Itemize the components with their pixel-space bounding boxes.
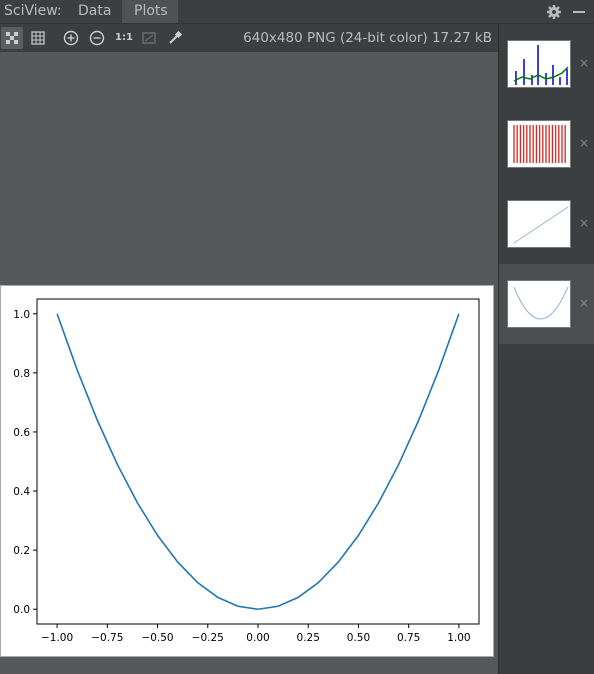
checkerboard-button[interactable] (1, 27, 23, 49)
y-tick-label: 0.6 (13, 427, 30, 439)
tool-window-header: SciView: Data Plots (0, 0, 594, 24)
plots-sidebar: × × × × (498, 24, 594, 674)
thumbnail-red-bars (507, 120, 571, 168)
zoom-in-button[interactable] (60, 27, 82, 49)
plot-image: −1.00 −0.75 −0.50 −0.25 0.00 0.25 0.50 0.75 1.00… (0, 285, 494, 657)
y-tick-label: 0.8 (13, 368, 30, 380)
x-tick-label: 1.00 (447, 632, 470, 644)
x-tick-label: 0.25 (297, 632, 320, 644)
x-tick-label: −0.75 (91, 632, 123, 644)
fit-screen-button[interactable] (138, 27, 160, 49)
grid-button[interactable] (27, 27, 49, 49)
axes-frame (36, 298, 480, 625)
parabola-chart: −1.00 −0.75 −0.50 −0.25 0.00 0.25 0.50 0.75 1.00… (13, 298, 480, 644)
color-picker-button[interactable] (164, 27, 186, 49)
checkerboard-icon (6, 32, 18, 44)
x-tick-label: 0.00 (246, 632, 269, 644)
x-tick-label: 0.75 (397, 632, 420, 644)
y-tick-label: 0.2 (13, 545, 30, 557)
tab-plots-label: Plots (134, 3, 168, 19)
x-tick-label: −1.00 (41, 632, 73, 644)
zoom-in-icon (63, 30, 79, 46)
thumbnail-close-2[interactable]: × (579, 136, 590, 150)
tab-data[interactable]: Data (66, 0, 122, 23)
actual-size-icon: 1:1 (115, 32, 133, 43)
thumbnail-row-1[interactable]: × (499, 24, 594, 104)
x-tick-label: 0.50 (347, 632, 370, 644)
image-info: 640x480 PNG (24-bit color) 17.27 kB (243, 30, 492, 46)
x-tick-label: −0.50 (141, 632, 173, 644)
y-tick-label: 1.0 (13, 309, 30, 321)
fit-screen-icon (142, 32, 156, 44)
zoom-out-icon (89, 30, 105, 46)
tab-plots[interactable]: Plots (122, 0, 178, 23)
thumbnail-close-1[interactable]: × (579, 56, 590, 70)
thumbnail-close-4[interactable]: × (579, 296, 590, 310)
y-tick-label: 0.0 (13, 604, 30, 616)
image-toolbar: 1:1 640x480 PNG (24-bit color) 17.27 kB (0, 24, 498, 52)
series-line (56, 313, 460, 611)
thumbnail-row-4[interactable]: × (499, 264, 594, 344)
y-tick-label: 0.4 (13, 486, 30, 498)
gear-icon[interactable] (545, 3, 563, 21)
actual-size-button[interactable]: 1:1 (111, 27, 133, 49)
tab-data-label: Data (78, 3, 112, 19)
tool-window-title: SciView: (4, 3, 62, 19)
x-tick-label: −0.25 (192, 632, 224, 644)
thumbnail-linear (507, 200, 571, 248)
thumbnail-row-3[interactable]: × (499, 184, 594, 264)
color-picker-icon (169, 30, 183, 44)
thumbnail-close-3[interactable]: × (579, 216, 590, 230)
thumbnail-row-2[interactable]: × (499, 104, 594, 184)
sidebar-empty-area (499, 360, 594, 674)
grid-icon (31, 31, 45, 45)
viewer-bottom-strip (0, 658, 494, 674)
zoom-out-button[interactable] (86, 27, 108, 49)
thumbnail-bar-line (507, 40, 571, 88)
minimize-icon[interactable] (573, 11, 585, 13)
thumbnail-parabola (507, 280, 571, 328)
